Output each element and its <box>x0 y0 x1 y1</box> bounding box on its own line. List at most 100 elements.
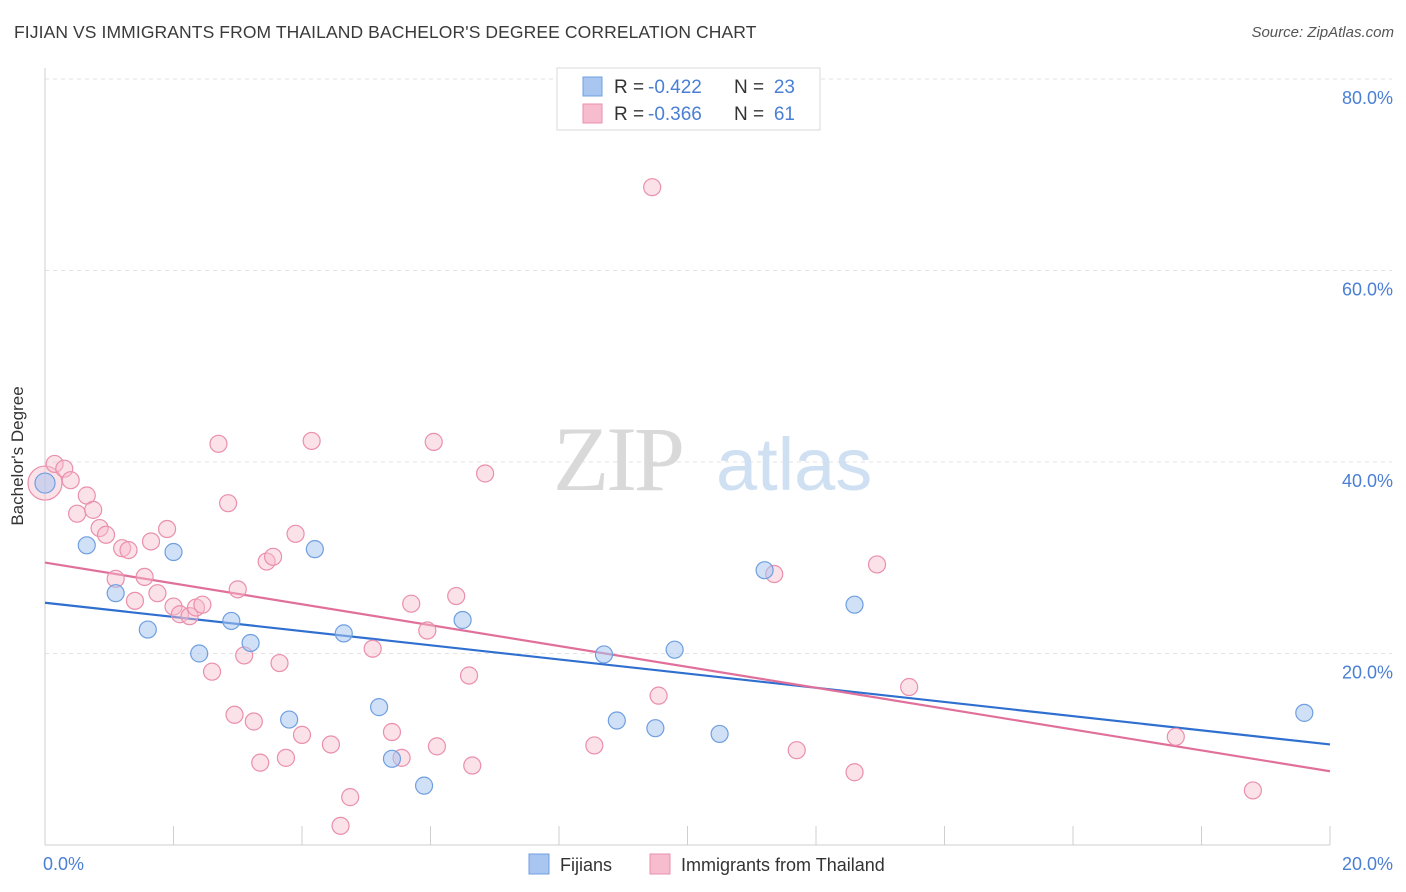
tick-labels: 20.0% 40.0% 60.0% 80.0% 0.0% 20.0% <box>43 88 1393 874</box>
fijian-point <box>414 776 434 795</box>
thailand-point <box>251 753 270 772</box>
legend-r-value: -0.422 <box>648 77 702 98</box>
thailand-point <box>244 712 263 731</box>
thailand-point <box>463 756 482 775</box>
thailand-point <box>225 705 244 724</box>
thailand-point <box>402 594 421 613</box>
thailand-point <box>119 540 138 560</box>
fijian-point <box>77 536 96 555</box>
fijian-point <box>190 644 209 663</box>
thailand-point <box>649 686 668 705</box>
thailand-point <box>447 586 466 606</box>
fijian-point <box>710 724 729 744</box>
thailand-point <box>90 518 109 538</box>
thailand-point <box>427 737 447 756</box>
thailand-point <box>270 653 289 673</box>
thailand-point <box>202 662 222 681</box>
legend-n-label: N = <box>734 104 764 125</box>
legend-r-label: R = <box>614 77 644 98</box>
thailand-point <box>900 677 919 697</box>
fijian-point <box>334 624 353 643</box>
legend-label: Fijians <box>560 855 612 875</box>
thailand-point <box>193 595 212 614</box>
y-tick-label: 40.0% <box>1342 471 1393 491</box>
fijian-point <box>453 610 472 630</box>
fijian-point <box>280 710 299 729</box>
trend-lines <box>44 561 1331 773</box>
fijian-point <box>382 749 402 768</box>
data-points <box>27 178 1314 835</box>
fijian-point <box>1295 703 1314 722</box>
thailand-point <box>418 621 437 640</box>
thailand-point <box>643 178 662 197</box>
legend-label: Immigrants from Thailand <box>681 855 885 875</box>
fijian-point <box>106 584 125 603</box>
fijian-point <box>138 620 157 639</box>
x-tick-label: 20.0% <box>1342 854 1393 874</box>
fijian-point <box>34 472 56 494</box>
series-fijians <box>34 472 1314 795</box>
thailand-point <box>96 525 116 544</box>
thailand-point <box>209 434 228 453</box>
watermark: ZIP atlas <box>553 408 872 510</box>
fijian-point <box>594 645 614 664</box>
series-legend: Fijians Immigrants from Thailand <box>528 853 885 875</box>
fijian-point <box>665 640 684 659</box>
watermark-zip: ZIP <box>553 408 682 510</box>
legend-r-label: R = <box>614 104 644 125</box>
thailand-point <box>292 725 312 744</box>
thailand-point <box>1243 781 1263 800</box>
thailand-point <box>363 639 382 658</box>
thailand-point <box>845 763 864 782</box>
thailand-point <box>1166 727 1185 746</box>
thailand-point <box>228 580 247 599</box>
thailand-point <box>55 459 74 478</box>
legend-swatch <box>649 853 671 875</box>
thailand-point <box>125 591 145 610</box>
thailand-point <box>148 584 167 603</box>
thailand-point <box>61 471 80 490</box>
fijian-point <box>646 719 665 738</box>
series-thailand <box>27 178 1263 835</box>
gridlines <box>45 78 1392 654</box>
fijian-point <box>607 711 626 730</box>
thailand-point <box>45 454 64 474</box>
thailand-point <box>867 555 887 574</box>
fijian-point <box>845 595 864 614</box>
trend-line-fijians <box>44 601 1331 746</box>
thailand-point <box>141 532 161 551</box>
thailand-point <box>84 500 103 519</box>
thailand-point <box>382 722 402 742</box>
thailand-point <box>219 494 238 513</box>
thailand-point <box>302 431 321 451</box>
thailand-point <box>459 666 479 685</box>
legend-swatch <box>582 76 603 97</box>
fijian-point <box>370 698 389 717</box>
axes <box>44 68 1331 846</box>
y-tick-label: 80.0% <box>1342 88 1393 108</box>
legend-swatch <box>528 853 550 875</box>
y-tick-label: 20.0% <box>1342 663 1393 683</box>
legend-r-value: -0.366 <box>648 104 702 125</box>
thailand-point <box>112 539 132 558</box>
fijian-point <box>241 633 260 653</box>
thailand-point <box>341 788 360 807</box>
x-tick-label: 0.0% <box>43 854 84 874</box>
fijian-point <box>755 561 774 580</box>
legend-n-value: 23 <box>774 77 795 98</box>
trend-line-thailand <box>44 561 1331 773</box>
watermark-atlas: atlas <box>716 423 872 506</box>
correlation-legend: R = -0.422 N = 23 R = -0.366 N = 61 <box>556 67 821 131</box>
legend-n-value: 61 <box>774 104 795 125</box>
source-credit: Source: ZipAtlas.com <box>1251 24 1394 41</box>
thailand-point <box>787 741 806 760</box>
thailand-point <box>263 547 283 566</box>
thailand-point <box>276 748 296 767</box>
thailand-point <box>135 567 154 587</box>
thailand-point <box>68 504 87 523</box>
legend-swatch <box>582 103 603 124</box>
thailand-point <box>476 464 495 483</box>
thailand-point <box>585 736 604 755</box>
thailand-point <box>157 519 177 539</box>
